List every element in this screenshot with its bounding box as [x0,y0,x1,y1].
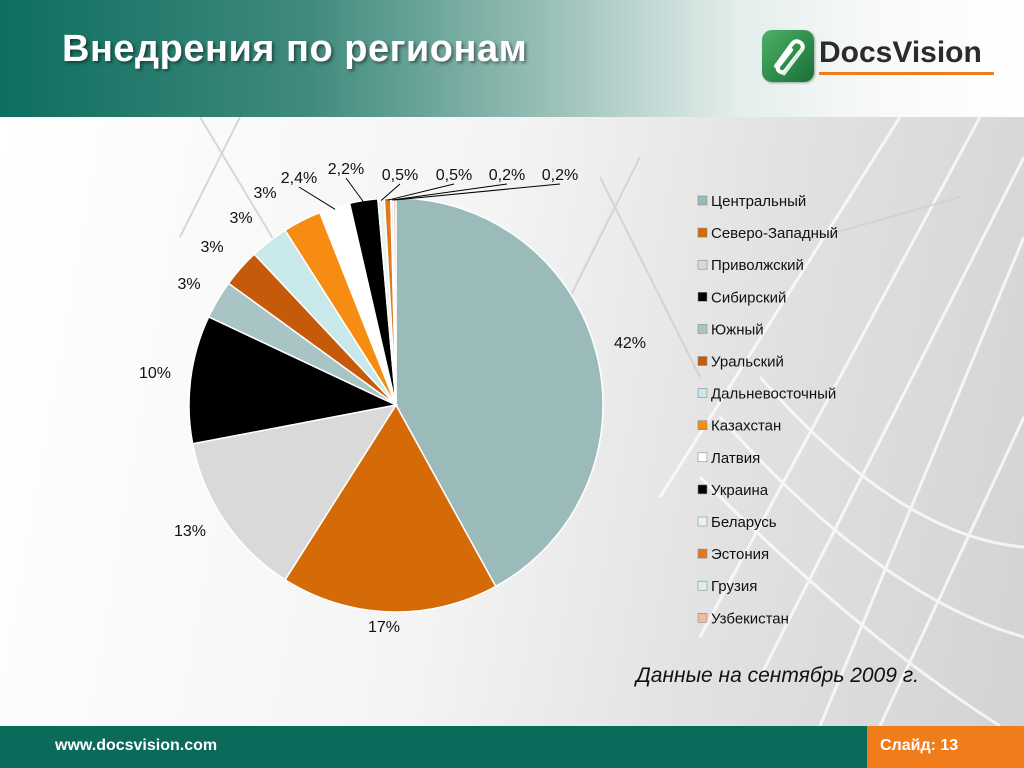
value-label-казахстан: 3% [253,185,276,202]
leader-line-узбекистан [394,183,561,201]
legend-swatch-латвия [697,452,708,463]
legend-label-центральный: Центральный [711,193,806,210]
legend-label-уральский: Уральский [711,354,784,371]
pie-slice-сибирский [188,315,399,445]
legend-label-эстония: Эстония [711,546,769,563]
legend-swatch-приволжский [697,259,708,270]
legend-label-дальневосточный: Дальневосточный [711,386,836,403]
logo-underline [819,72,994,75]
pie-slice-северо-западный [284,403,497,613]
legend-label-южный: Южный [711,321,764,338]
docsvision-logo-icon [762,30,814,82]
website-link[interactable]: www.docsvision.com [55,737,218,754]
value-label-беларусь: 0,5% [382,167,418,184]
value-label-украина: 2,2% [328,161,364,178]
legend-label-приволжский: Приволжский [711,257,804,274]
legend-swatch-украина [697,484,708,495]
legend-swatch-сибирский [697,291,708,302]
chart-legend: Центральный Северо-Западный Приволжский Сиб… [697,193,838,627]
legend-label-латвия: Латвия [711,450,760,467]
value-label-уральский: 3% [200,239,223,256]
leader-line-латвия [298,186,336,210]
legend-swatch-уральский [697,356,708,366]
leader-line-эстония [387,183,455,201]
value-label-латвия: 2,4% [281,170,317,187]
slide-number: Слайд: 13 [880,737,959,754]
legend-label-казахстан: Казахстан [711,418,781,435]
leader-line-грузия [392,183,508,201]
value-label-южный: 3% [177,276,200,293]
legend-label-сибирский: Сибирский [711,289,786,306]
legend-swatch-беларусь [697,516,708,527]
value-label-приволжский: 13% [174,523,206,540]
legend-swatch-дальневосточный [697,388,708,398]
legend-swatch-северо-западный [697,227,708,238]
value-label-эстония: 0,5% [436,167,472,184]
value-label-северо-западный: 17% [368,619,400,636]
legend-label-северо-западный: Северо-Западный [711,225,838,242]
legend-swatch-грузия [697,580,708,591]
value-label-грузия: 0,2% [489,167,525,184]
value-label-сибирский: 10% [139,365,171,382]
pie-value-labels: 42%17%13%10%3%3%3%3%2,4%2,2% 0,5% 0,5% 0,2%… [139,161,646,636]
pie-slices [188,197,604,613]
legend-swatch-узбекистан [697,612,708,623]
slide-header: Внедрения по регионам DocsVision [0,0,1024,117]
pie-leader-lines [298,177,561,210]
page-title: Внедрения по регионам [62,28,528,70]
slide-footer: www.docsvision.com Слайд: 13 [0,726,1024,768]
legend-swatch-казахстан [697,420,708,431]
logo-text: DocsVision [819,36,982,69]
value-label-дальневосточный: 3% [229,210,252,227]
leader-line-беларусь [380,183,401,201]
data-date-note: Данные на сентябрь 2009 г. [636,664,919,687]
legend-swatch-эстония [697,548,708,559]
docsvision-logo: DocsVision [762,30,994,86]
leader-line-украина [345,177,365,203]
legend-swatch-южный [697,324,708,334]
value-label-центральный: 42% [614,335,646,352]
value-label-узбекистан: 0,2% [542,167,578,184]
pie-slice-центральный [395,197,604,588]
pie-slice-приволжский [191,403,398,581]
legend-label-украина: Украина [711,482,769,499]
slide-number-box: Слайд: 13 [867,726,1024,768]
legend-label-грузия: Грузия [711,578,757,595]
legend-label-узбекистан: Узбекистан [711,610,789,627]
legend-swatch-центральный [697,195,708,206]
legend-label-беларусь: Беларусь [711,514,777,531]
